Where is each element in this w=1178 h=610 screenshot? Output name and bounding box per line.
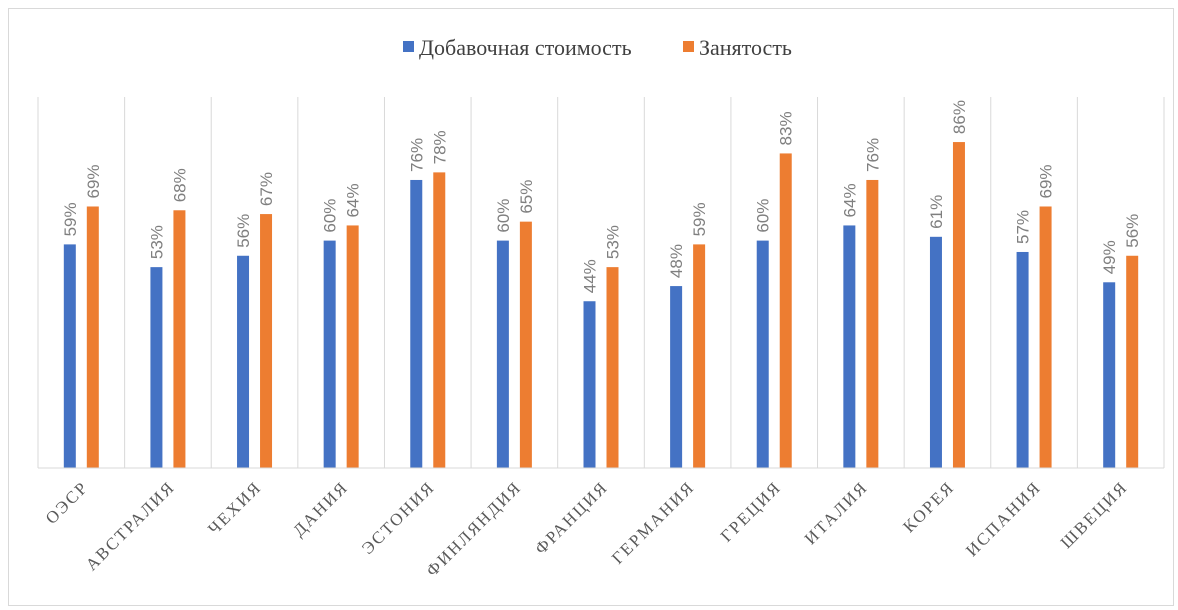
data-label: 56% — [1123, 214, 1142, 248]
bar — [1103, 282, 1116, 468]
category-label: ИТАЛИЯ — [801, 477, 872, 548]
bar — [1016, 251, 1029, 468]
bar — [1039, 206, 1052, 469]
data-label: 60% — [494, 199, 513, 233]
data-label: 59% — [61, 202, 80, 236]
bar — [150, 267, 163, 468]
bar — [63, 244, 76, 468]
bar — [670, 286, 683, 468]
data-label: 53% — [147, 225, 166, 259]
legend-item: Занятость — [683, 35, 792, 60]
value-labels: 59%69%53%68%56%67%60% 64%76% 78%60%65%44%5… — [61, 100, 1142, 293]
data-label: 86% — [950, 100, 969, 134]
legend: Добавочная стоимость Занятость — [403, 35, 792, 60]
category-label: ФРАНЦИЯ — [531, 477, 612, 558]
category-label: ШВЕЦИЯ — [1057, 477, 1132, 552]
bar — [173, 210, 186, 468]
data-label: 56% — [234, 214, 253, 248]
data-label: 64% — [840, 183, 859, 217]
category-label: ГЕРМАНИЯ — [608, 477, 698, 567]
bar — [323, 240, 336, 468]
bar — [779, 153, 792, 468]
bar — [693, 244, 706, 468]
bar — [952, 142, 965, 468]
bar — [346, 225, 359, 468]
data-label: 49% — [1100, 240, 1119, 274]
bar-chart: Добавочная стоимость Занятость 59%69%53%6… — [37, 35, 1165, 580]
bar — [410, 179, 423, 468]
data-label: 48% — [667, 244, 686, 278]
legend-swatch — [403, 41, 414, 52]
gridlines — [37, 97, 1165, 468]
data-label: 57% — [1014, 210, 1033, 244]
bar — [756, 240, 769, 468]
category-label: ДАНИЯ — [289, 477, 352, 540]
category-label: ОЭСР — [42, 477, 92, 527]
data-label: 53% — [604, 225, 623, 259]
data-label: 76% — [863, 138, 882, 172]
bar — [606, 267, 619, 468]
data-label: 61% — [927, 195, 946, 229]
bar — [433, 172, 446, 468]
category-label: ЭСТОНИЯ — [358, 477, 439, 558]
data-label: 59% — [690, 202, 709, 236]
bar — [1126, 255, 1139, 468]
bar — [929, 236, 942, 468]
data-label: 65% — [517, 180, 536, 214]
category-label: ЧЕХИЯ — [204, 477, 265, 538]
category-label: КОРЕЯ — [899, 477, 958, 536]
bar — [866, 179, 879, 468]
category-label: ИСПАНИЯ — [962, 477, 1045, 560]
legend-label: Добавочная стоимость — [419, 35, 632, 60]
legend-swatch — [683, 41, 694, 52]
category-label: ФИНЛЯНДИЯ — [422, 477, 525, 580]
category-label: ГРЕЦИЯ — [717, 477, 785, 545]
data-label: 60% — [321, 199, 340, 233]
bar — [519, 221, 532, 468]
data-label: 78% — [430, 130, 449, 164]
data-label: 76% — [407, 138, 426, 172]
bar — [583, 301, 596, 468]
data-label: 68% — [170, 168, 189, 202]
category-label: АВСТРАЛИЯ — [82, 477, 179, 574]
bars — [63, 142, 1139, 469]
bar — [496, 240, 509, 468]
data-label: 69% — [84, 164, 103, 198]
chart-frame: Добавочная стоимость Занятость 59% 69% 53% 6… — [8, 8, 1174, 606]
legend-item: Добавочная стоимость — [403, 35, 632, 60]
bar — [843, 225, 856, 468]
data-label: 44% — [581, 259, 600, 293]
data-label: 69% — [1037, 164, 1056, 198]
data-label: 83% — [777, 111, 796, 145]
data-label: 64% — [344, 183, 363, 217]
data-label: 67% — [257, 172, 276, 206]
bar — [86, 206, 99, 469]
bar — [260, 214, 273, 468]
data-label: 60% — [754, 199, 773, 233]
legend-label: Занятость — [699, 35, 792, 60]
bar — [237, 255, 250, 468]
